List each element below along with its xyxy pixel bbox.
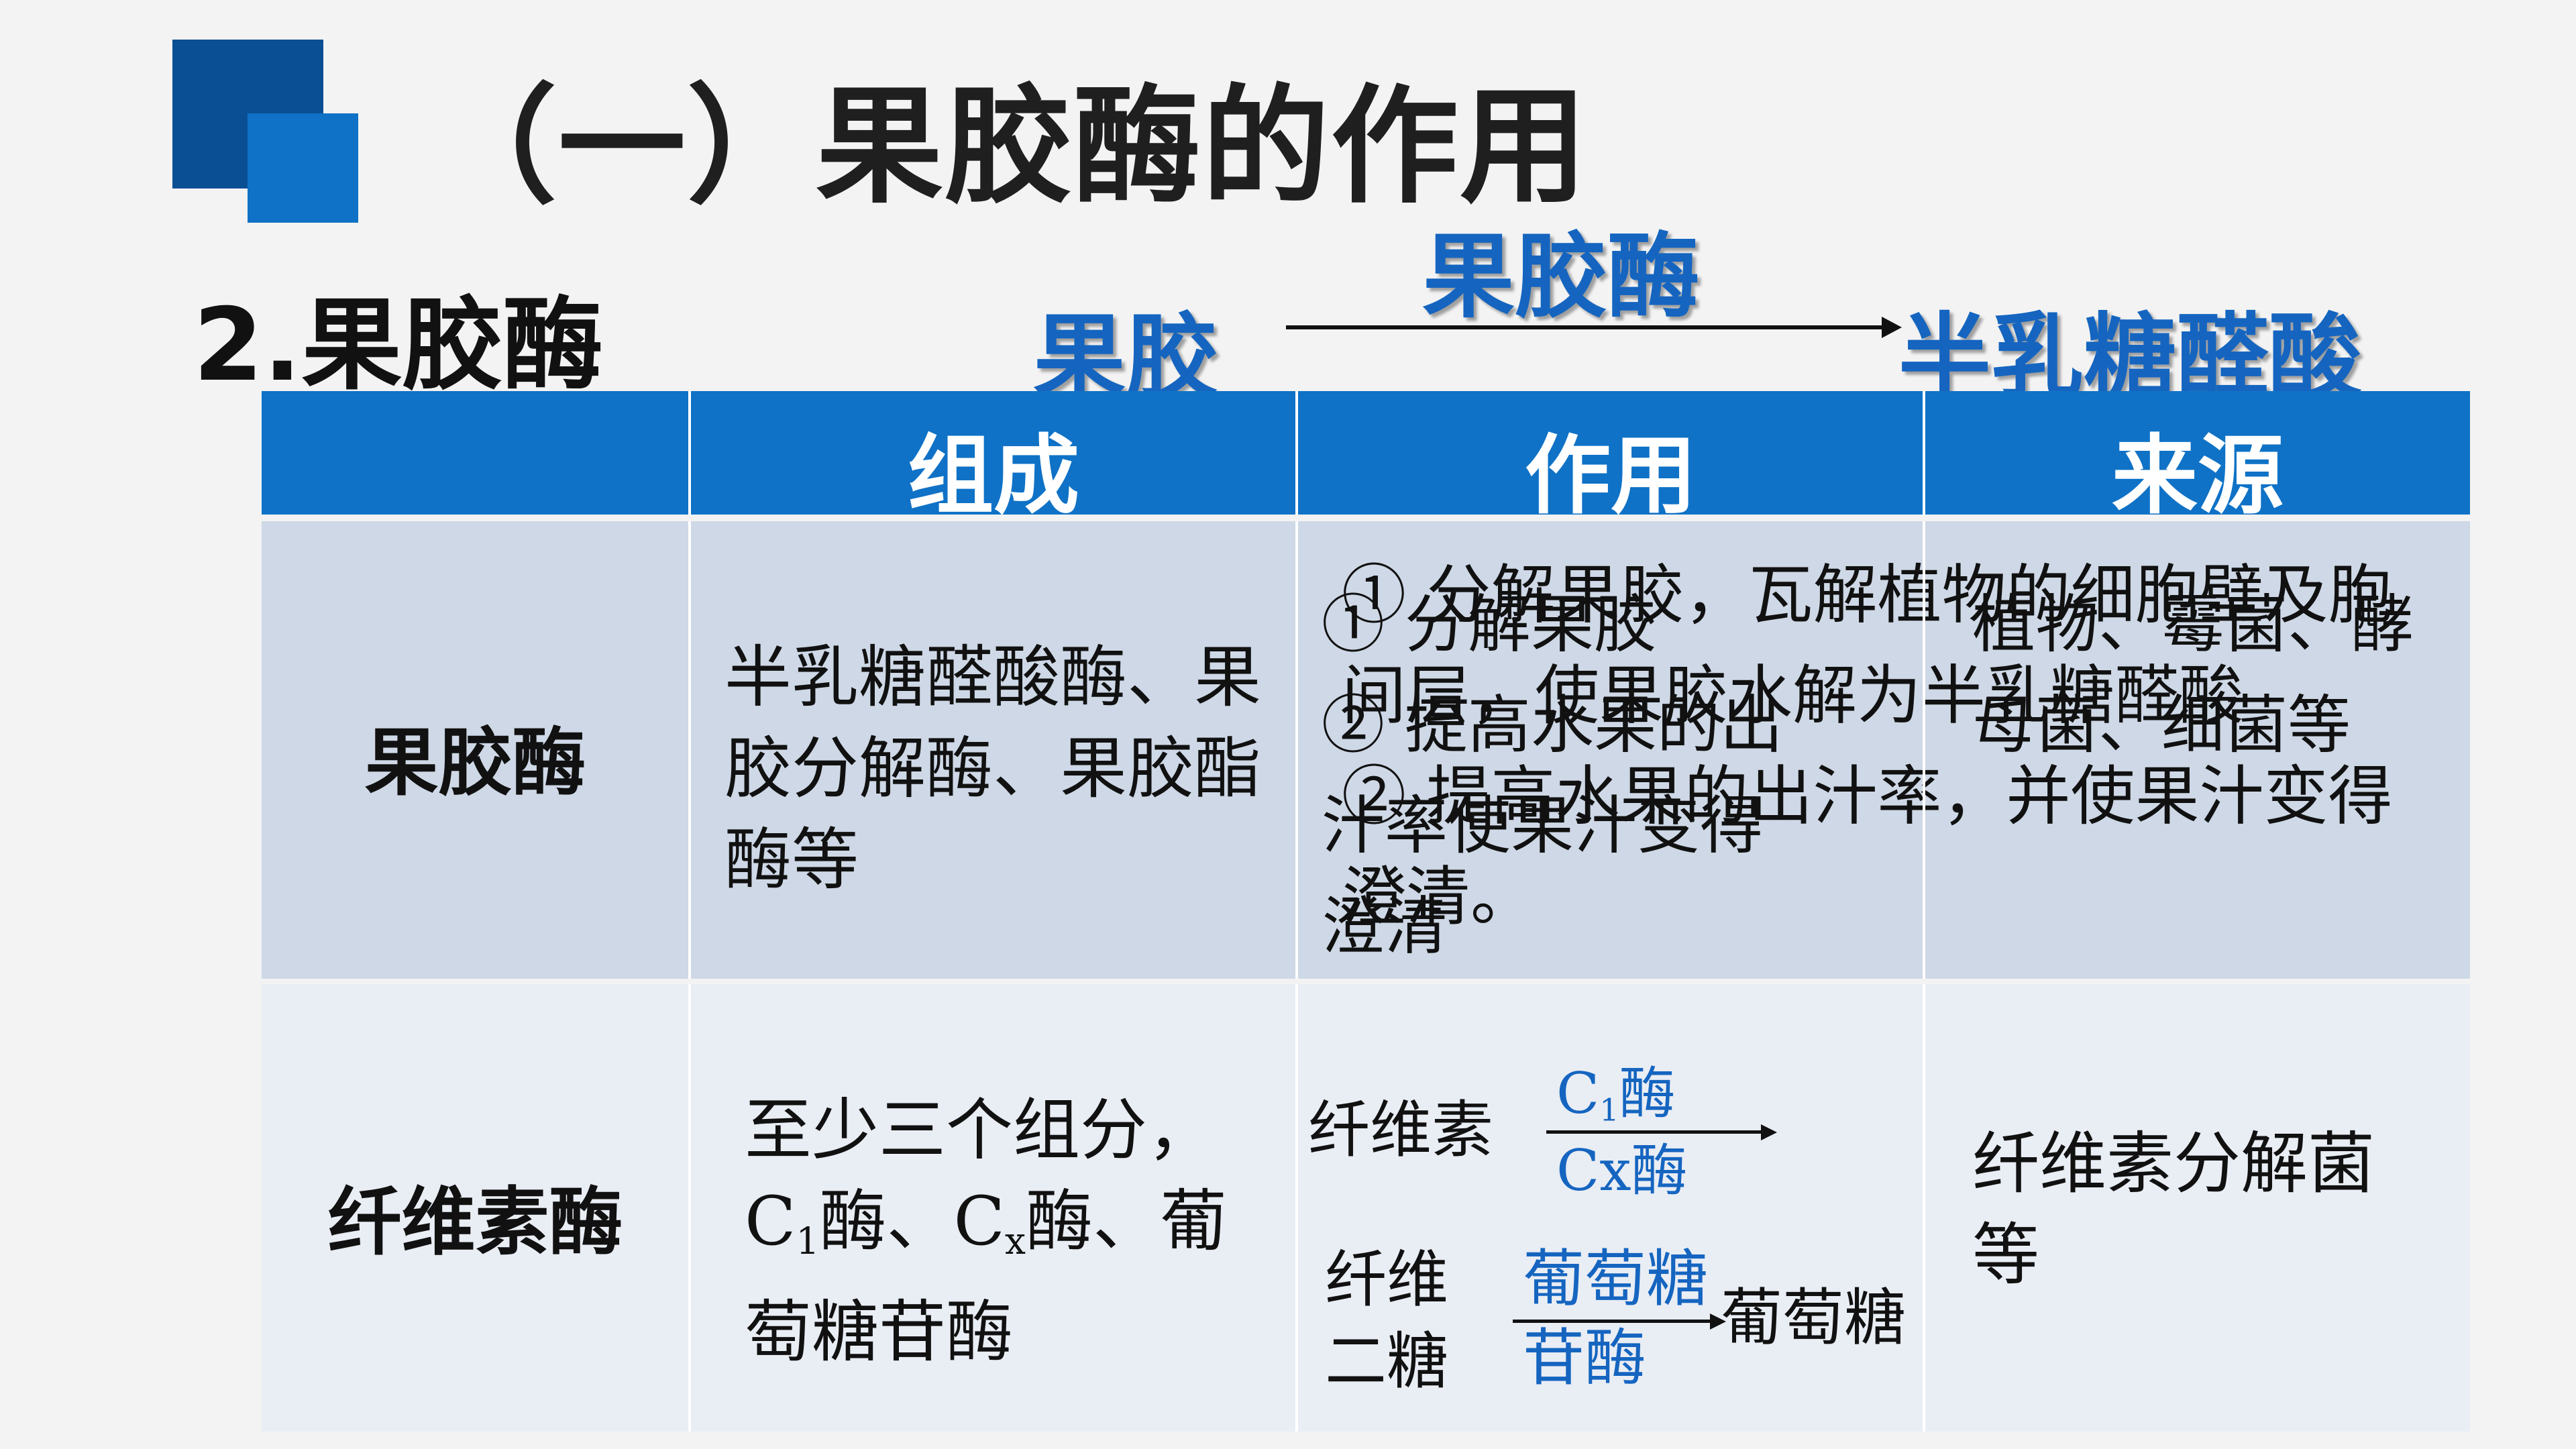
header-label-function: 作用 [1524,426,1697,526]
cx-enzyme-label: Cx酶 [1556,1138,1688,1203]
header-cell-source: 来源 [1925,391,2470,526]
table-row-cellulase: 纤维素酶 至少三个组分， C1酶、Cx酶、葡 萄糖苷酶 纤维素 C1酶 Cx酶 … [262,984,2470,1432]
function-cell: 纤维素 C1酶 Cx酶 纤维 二糖 葡萄糖 苷酶 葡萄糖 [1298,984,1923,1432]
table-row-pectinase: 果胶酶 半乳糖醛酸酶、果胶分解酶、果胶酯酶等 ① 分解果胶，瓦解植物的细胞壁及胞… [262,521,2470,979]
column-divider [1923,521,1925,979]
pectinase-function-full: ① 分解果胶，瓦解植物的细胞壁及胞间层，使果胶水解为半乳糖醛酸 ② 提高水果的出… [1342,557,2393,934]
c1-enzyme-label: C1酶 [1556,1061,1676,1128]
row-label-cell: 纤维素酶 [262,984,689,1432]
column-divider [1295,521,1298,979]
column-divider [688,521,691,979]
column-divider [688,984,691,1432]
cellobiose-reaction-arrow-line [1513,1320,1714,1323]
header-label-source: 来源 [2111,426,2284,526]
pectinase-composition: 半乳糖醛酸酶、果胶分解酶、果胶酯酶等 [724,638,1261,899]
table-header-row: 组成 作用 来源 [262,391,2470,526]
column-divider [1295,984,1298,1432]
cellulose-reaction-arrow-head [1761,1124,1777,1140]
glucose-product-label: 葡萄糖 [1721,1282,1907,1354]
page-title: （一）果胶酶的作用 [429,72,1589,221]
header-cell-empty [262,391,689,515]
enzyme-table: 组成 作用 来源 果胶酶 半乳糖醛酸酶、果胶分解酶、果胶酯酶等 ① 分解果胶，瓦… [262,391,2470,1432]
pectinase-source: 植物、霉菌、酵母菌、细菌等 [1972,588,2414,762]
cellobiose-reaction-arrow-head [1710,1313,1726,1330]
row-label-pectinase: 果胶酶 [364,720,586,806]
composition-cell: 半乳糖醛酸酶、果胶分解酶、果胶酯酶等 [691,521,1296,979]
column-divider [688,391,691,515]
header-cell-composition: 组成 [691,391,1296,526]
pectin-reaction: 果胶 果胶酶 半乳糖醛酸 [1006,201,2482,411]
column-divider [1923,984,1925,1432]
source-cell: 纤维素分解菌等 [1925,984,2470,1432]
glucosidase-label-bottom: 苷酶 [1523,1322,1647,1394]
column-divider [1923,391,1925,515]
header-cell-function: 作用 [1298,391,1923,526]
composition-line-3: 萄糖苷酶 [745,1292,1013,1371]
row-label-cellulase: 纤维素酶 [327,1179,623,1265]
composition-line-1: 至少三个组分， [745,1091,1214,1169]
cellulose-label: 纤维素 [1308,1094,1494,1166]
reaction-enzyme: 果胶酶 [1422,221,1701,331]
reaction-arrow-head [1882,317,1902,338]
column-divider [1295,391,1298,515]
composition-cell: 至少三个组分， C1酶、Cx酶、葡 萄糖苷酶 [691,984,1296,1432]
reaction-arrow-line [1286,325,1890,329]
row-label-cell: 果胶酶 [262,521,689,979]
cellulase-composition: 至少三个组分， C1酶、Cx酶、葡 萄糖苷酶 [745,1085,1281,1378]
header-label-composition: 组成 [907,426,1079,526]
pectinase-function-short: ① 分解果胶 ② 提高水果的出 汁率使果汁变得 澄清 [1322,588,1783,963]
cellulase-source: 纤维素分解菌等 [1972,1124,2375,1294]
cellulose-reaction-arrow-line [1546,1130,1764,1134]
cellobiose-label: 纤维 二糖 [1325,1244,1449,1397]
section-heading: 2.果胶酶 [193,287,604,404]
title-decoration-square-light [248,113,358,223]
composition-line-2: C1酶、Cx酶、葡 [745,1182,1228,1263]
glucosidase-label-top: 葡萄糖 [1523,1243,1709,1315]
